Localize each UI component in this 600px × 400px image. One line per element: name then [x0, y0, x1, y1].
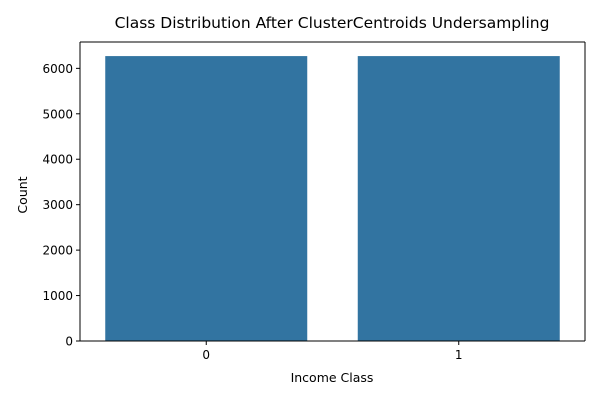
y-tick-label: 0 [65, 335, 73, 349]
bar-0 [105, 56, 308, 341]
x-tick-label: 1 [455, 348, 463, 362]
y-tick-label: 6000 [42, 62, 73, 76]
y-tick-label: 4000 [42, 153, 73, 167]
y-tick-label: 2000 [42, 244, 73, 258]
chart-title: Class Distribution After ClusterCentroid… [115, 14, 550, 32]
y-tick-label: 1000 [42, 289, 73, 303]
bar-1 [357, 56, 560, 341]
plot-area [105, 56, 560, 341]
y-tick-label: 5000 [42, 107, 73, 121]
y-axis-label: Count [15, 176, 30, 213]
y-tick-label: 3000 [42, 198, 73, 212]
y-axis-ticks: 0 1000 2000 3000 4000 5000 6000 [42, 62, 80, 349]
x-tick-label: 0 [202, 348, 210, 362]
x-axis-label: Income Class [291, 370, 374, 385]
